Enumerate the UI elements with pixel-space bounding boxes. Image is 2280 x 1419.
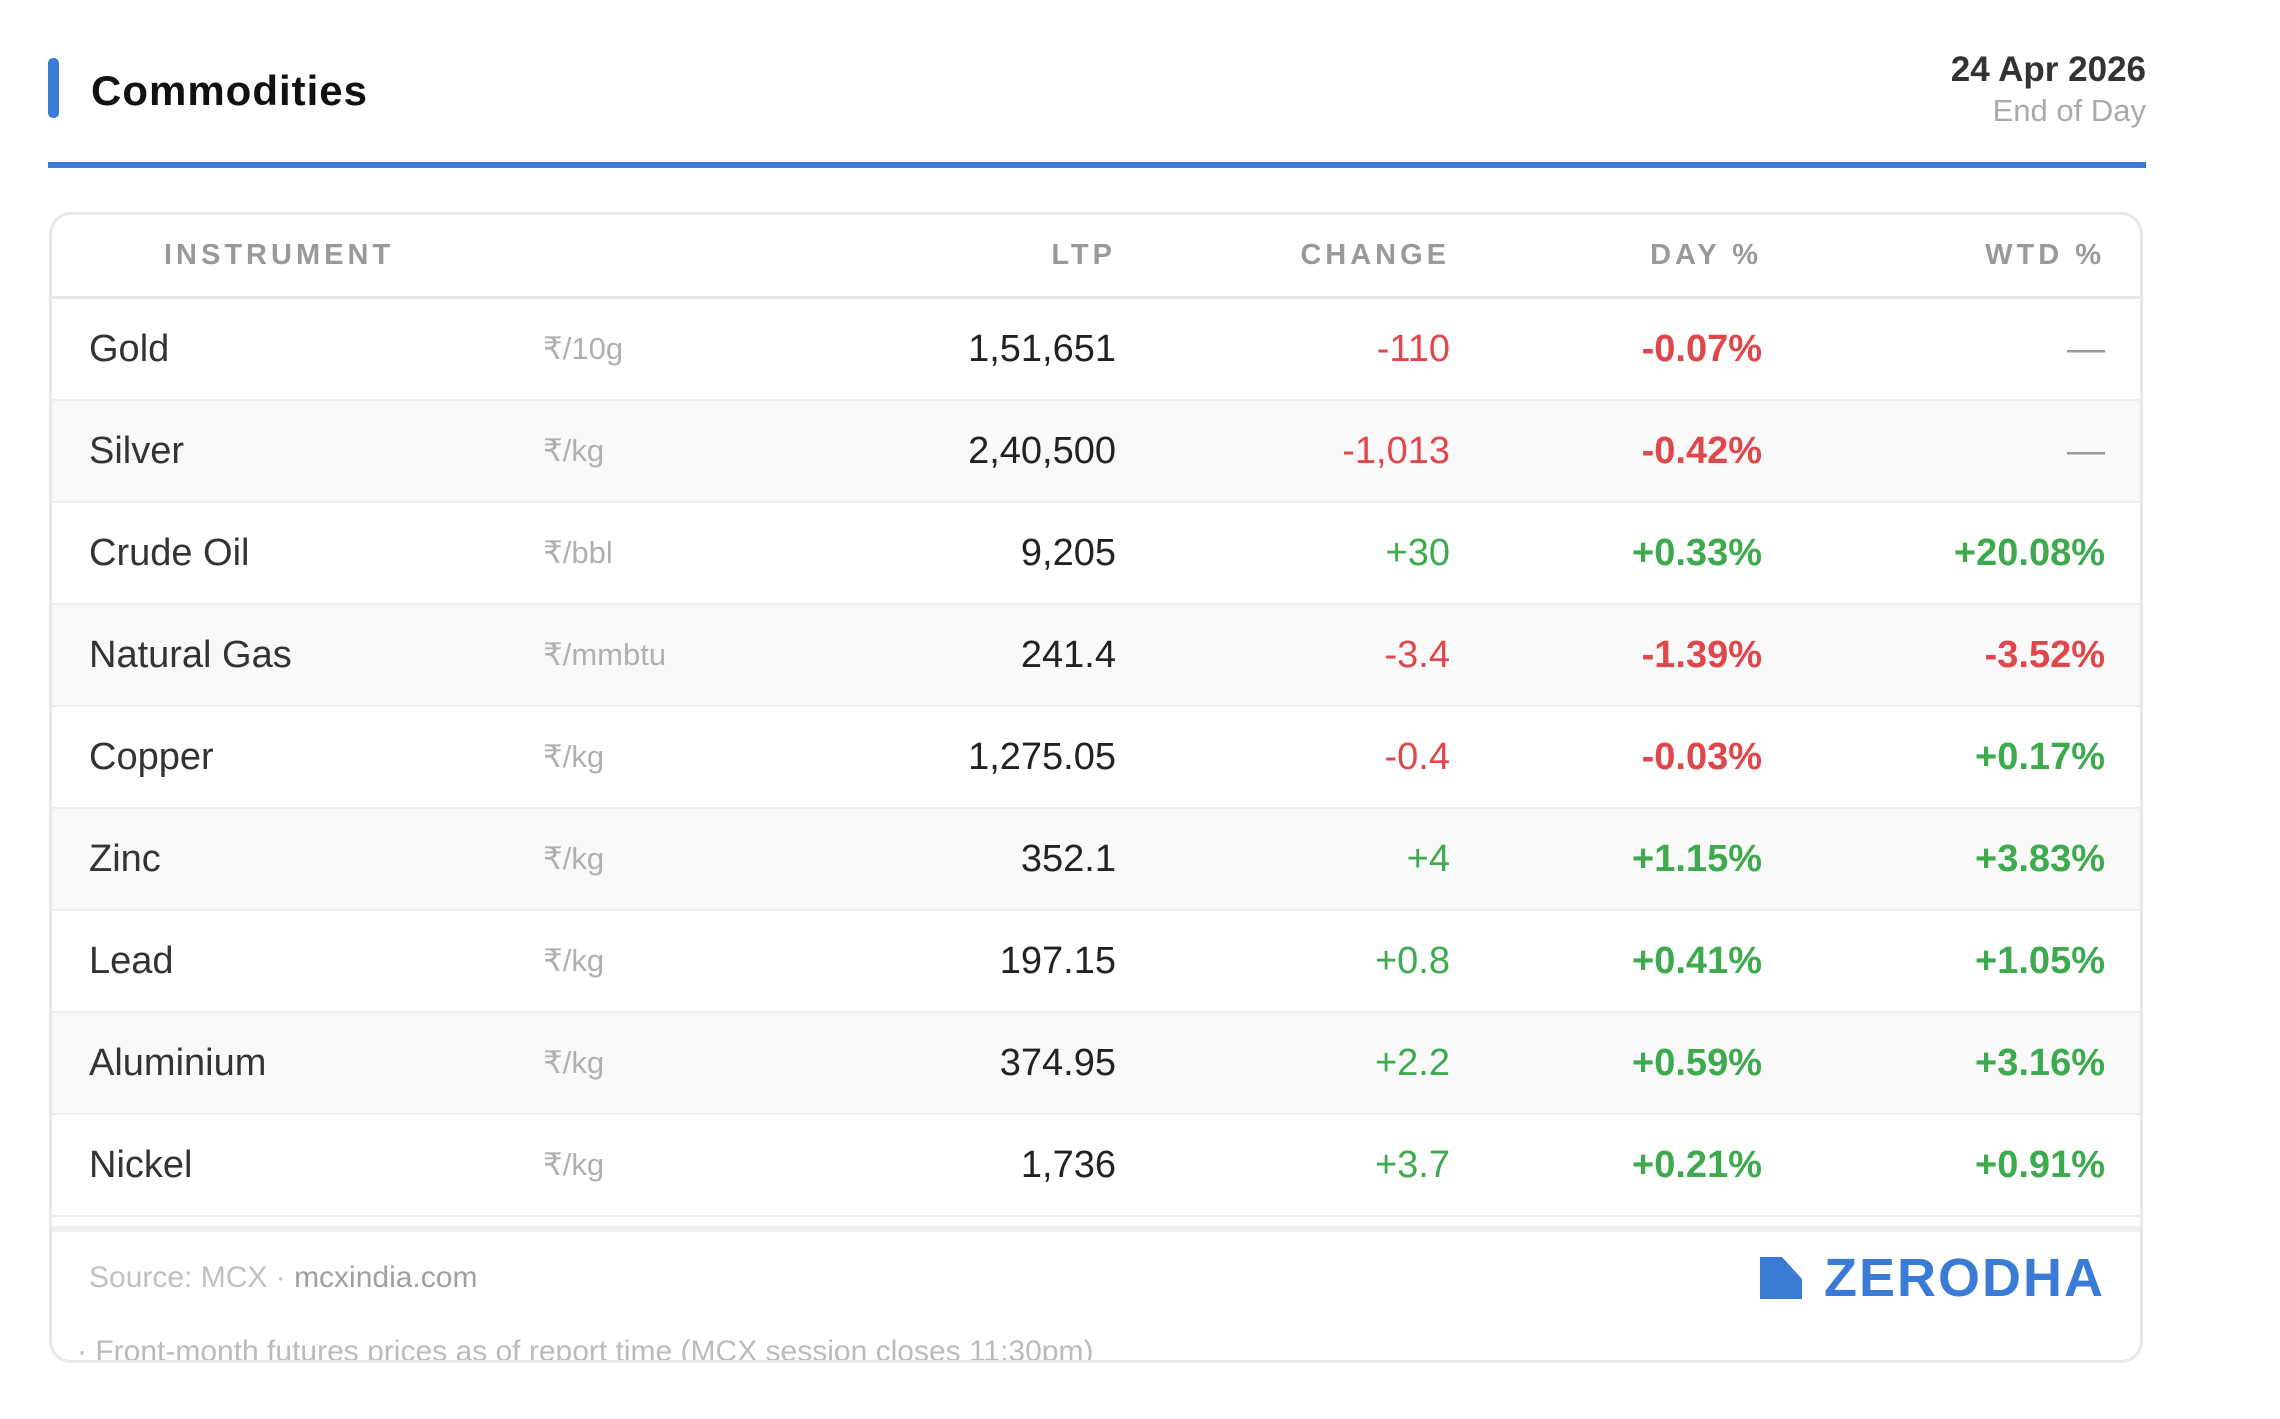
table-row[interactable]: Gold ₹/10g 1,51,651 -110 -0.07% — — [52, 299, 2140, 401]
column-header-ltp: LTP — [1051, 239, 1116, 271]
instrument-name: Zinc — [89, 838, 161, 880]
table-row[interactable]: Nickel ₹/kg 1,736 +3.7 +0.21% +0.91% — [52, 1115, 2140, 1217]
date-block: 24 Apr 2026 End of Day — [1951, 48, 2146, 130]
day-percent: +0.21% — [1632, 1144, 1762, 1186]
ltp-value: 2,40,500 — [968, 430, 1116, 472]
ltp-value: 1,736 — [1020, 1144, 1116, 1186]
day-percent: +0.33% — [1632, 532, 1762, 574]
ltp-value: 197.15 — [999, 940, 1116, 982]
table-footer: Source: MCX · mcxindia.com · Front-month… — [52, 1226, 2140, 1363]
table-row[interactable]: Copper ₹/kg 1,275.05 -0.4 -0.03% +0.17% — [52, 707, 2140, 809]
change-value: +30 — [1385, 532, 1450, 574]
ltp-value: 241.4 — [1020, 634, 1116, 676]
change-value: +3.7 — [1374, 1144, 1450, 1186]
instrument-unit: ₹/kg — [543, 433, 605, 468]
change-value: -1,013 — [1342, 430, 1450, 472]
report-subtitle: End of Day — [1992, 93, 2146, 128]
wtd-percent: — — [2067, 328, 2105, 370]
table-row[interactable]: Aluminium ₹/kg 374.95 +2.2 +0.59% +3.16% — [52, 1013, 2140, 1115]
wtd-percent: +3.16% — [1975, 1042, 2105, 1084]
table-row[interactable]: Crude Oil ₹/bbl 9,205 +30 +0.33% +20.08% — [52, 503, 2140, 605]
day-percent: -0.07% — [1641, 328, 1762, 370]
ltp-value: 9,205 — [1020, 532, 1116, 574]
page-title: Commodities — [91, 67, 369, 114]
day-percent: +1.15% — [1632, 838, 1762, 880]
wtd-percent: — — [2067, 430, 2105, 472]
instrument-name: Nickel — [89, 1144, 193, 1186]
zerodha-logo-icon — [1760, 1257, 1802, 1299]
source-label: Source: MCX · — [89, 1261, 295, 1294]
ltp-value: 1,51,651 — [968, 328, 1116, 370]
table-row[interactable]: Zinc ₹/kg 352.1 +4 +1.15% +3.83% — [52, 809, 2140, 911]
column-header-wtd: WTD % — [1985, 239, 2105, 271]
wtd-percent: -3.52% — [1984, 634, 2105, 676]
wtd-percent: +0.91% — [1975, 1144, 2105, 1186]
wtd-percent: +20.08% — [1953, 532, 2105, 574]
report-date: 24 Apr 2026 — [1950, 50, 2146, 89]
ltp-value: 374.95 — [999, 1042, 1116, 1084]
commodities-table-card: INSTRUMENT LTP CHANGE DAY % WTD % Gold ₹/… — [49, 212, 2143, 1363]
instrument-unit: ₹/kg — [543, 1045, 605, 1080]
instrument-unit: ₹/kg — [543, 1147, 605, 1182]
day-percent: -0.42% — [1641, 430, 1762, 472]
table-row[interactable]: Lead ₹/kg 197.15 +0.8 +0.41% +1.05% — [52, 911, 2140, 1013]
day-percent: +0.59% — [1632, 1042, 1762, 1084]
brand-logo: ZERODHA — [1760, 1248, 2105, 1308]
instrument-unit: ₹/bbl — [543, 535, 613, 570]
column-header-change: CHANGE — [1300, 239, 1450, 271]
instrument-name: Copper — [89, 736, 214, 778]
column-header-day: DAY % — [1650, 239, 1762, 271]
instrument-name: Crude Oil — [89, 532, 250, 574]
source-line: Source: MCX · mcxindia.com — [89, 1258, 477, 1298]
ltp-value: 1,275.05 — [968, 736, 1116, 778]
instrument-name: Aluminium — [89, 1042, 267, 1084]
instrument-unit: ₹/kg — [543, 841, 605, 876]
source-link[interactable]: mcxindia.com — [294, 1261, 478, 1294]
header-divider — [48, 162, 2146, 168]
wtd-percent: +0.17% — [1975, 736, 2105, 778]
change-value: -110 — [1376, 328, 1450, 370]
wtd-percent: +1.05% — [1975, 940, 2105, 982]
footnote: · Front-month futures prices as of repor… — [77, 1335, 1094, 1363]
instrument-unit: ₹/mmbtu — [543, 637, 667, 672]
brand-name: ZERODHA — [1824, 1248, 2105, 1308]
change-value: +4 — [1406, 838, 1450, 880]
day-percent: -1.39% — [1641, 634, 1762, 676]
change-value: +0.8 — [1374, 940, 1450, 982]
instrument-name: Natural Gas — [89, 634, 292, 676]
page-header: Commodities 24 Apr 2026 End of Day — [48, 48, 2146, 168]
table-row[interactable]: Silver ₹/kg 2,40,500 -1,013 -0.42% — — [52, 401, 2140, 503]
instrument-name: Gold — [89, 328, 170, 370]
change-value: +2.2 — [1374, 1042, 1450, 1084]
wtd-percent: +3.83% — [1975, 838, 2105, 880]
ltp-value: 352.1 — [1020, 838, 1116, 880]
instrument-unit: ₹/kg — [543, 943, 605, 978]
change-value: -3.4 — [1384, 634, 1450, 676]
table-row[interactable]: Natural Gas ₹/mmbtu 241.4 -3.4 -1.39% -3.52% — [52, 605, 2140, 707]
instrument-unit: ₹/10g — [543, 331, 624, 366]
day-percent: -0.03% — [1641, 736, 1762, 778]
title-accent-bar — [48, 58, 59, 118]
day-percent: +0.41% — [1632, 940, 1762, 982]
instrument-name: Lead — [89, 940, 174, 982]
instrument-name: Silver — [89, 430, 185, 472]
table-header: INSTRUMENT LTP CHANGE DAY % WTD % — [52, 215, 2140, 299]
instrument-unit: ₹/kg — [543, 739, 605, 774]
column-header-instrument: INSTRUMENT — [164, 239, 395, 271]
change-value: -0.4 — [1384, 736, 1450, 778]
